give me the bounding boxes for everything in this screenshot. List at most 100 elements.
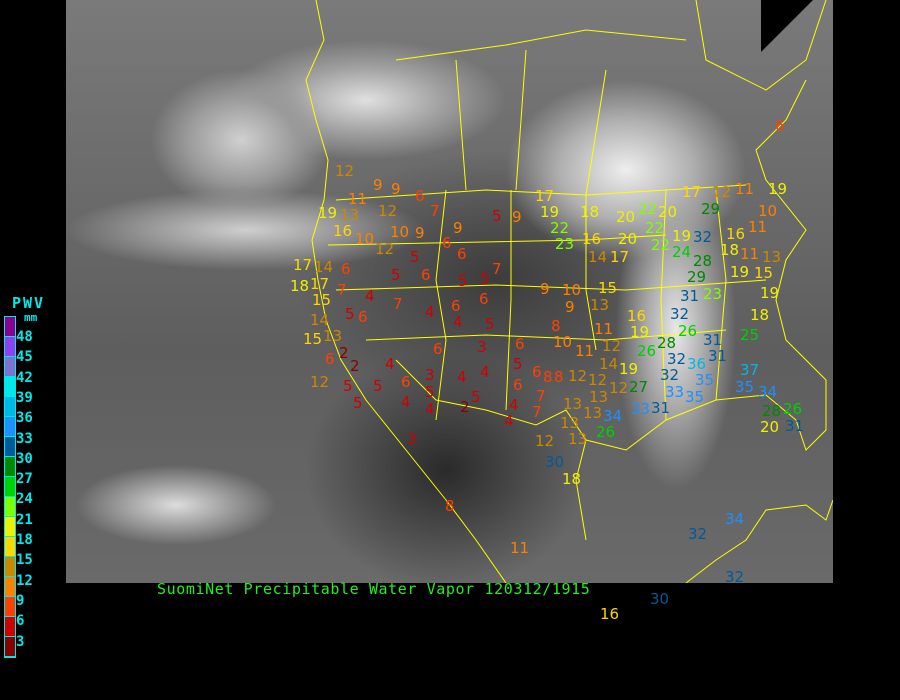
station-pwv-value: 15 — [754, 264, 774, 282]
station-pwv-value: 32 — [660, 366, 680, 384]
station-pwv-value: 5 — [480, 270, 490, 288]
legend-label: 9 — [16, 592, 25, 609]
legend-label: 3 — [16, 633, 25, 650]
station-pwv-value: 19 — [630, 323, 650, 341]
station-pwv-value: 22 — [638, 200, 658, 218]
legend-label: 39 — [16, 389, 33, 406]
station-pwv-value: 5 — [343, 377, 353, 395]
map-title: SuomiNet Precipitable Water Vapor 120312… — [157, 580, 591, 598]
border-line — [335, 279, 767, 291]
station-pwv-value: 6 — [341, 260, 351, 278]
station-pwv-value: 35 — [685, 388, 705, 406]
legend-color-bar — [4, 316, 16, 658]
station-pwv-value: 35 — [695, 371, 715, 389]
station-pwv-value: 26 — [783, 400, 803, 418]
legend-swatch — [5, 397, 15, 417]
station-pwv-value: 12 — [568, 367, 588, 385]
station-pwv-value: 26 — [596, 423, 616, 441]
station-pwv-value: 29 — [701, 200, 721, 218]
station-pwv-value: 11 — [510, 539, 530, 557]
station-pwv-value: 22 — [651, 236, 671, 254]
station-pwv-value: 7 — [430, 202, 440, 220]
map-borders — [305, 0, 833, 583]
legend-swatch — [5, 577, 15, 597]
legend-label: 48 — [16, 329, 33, 345]
station-pwv-value: 4 — [480, 363, 490, 381]
station-pwv-value: 19 — [760, 284, 780, 302]
station-pwv-value: 13 — [762, 248, 782, 266]
station-pwv-value: 9 — [453, 219, 463, 237]
station-pwv-value: 32 — [670, 305, 690, 323]
station-pwv-value: 19 — [730, 263, 750, 281]
station-pwv-value: 13 — [589, 388, 609, 406]
station-pwv-value: 6 — [451, 297, 461, 315]
border-line — [365, 329, 727, 341]
border-line — [585, 195, 597, 351]
station-pwv-value: 31 — [680, 287, 700, 305]
station-pwv-value: 30 — [650, 590, 670, 608]
border-line — [505, 190, 512, 411]
station-pwv-value: 23 — [555, 235, 575, 253]
legend-swatch — [5, 357, 15, 377]
station-pwv-value: 17 — [682, 183, 702, 201]
station-pwv-value: 12 — [378, 202, 398, 220]
station-pwv-value: 6 — [415, 187, 425, 205]
border-line — [395, 359, 587, 541]
station-pwv-value: 9 — [512, 208, 522, 226]
station-pwv-value: 9 — [391, 180, 401, 198]
legend-swatch — [5, 597, 15, 617]
station-pwv-value: 6 — [775, 117, 785, 135]
legend-label: 24 — [16, 491, 33, 508]
station-pwv-value: 8 — [445, 497, 455, 515]
station-pwv-value: 18 — [290, 277, 310, 295]
station-pwv-value: 13 — [323, 327, 343, 345]
station-pwv-value: 2 — [339, 344, 349, 362]
station-pwv-value: 31 — [703, 331, 723, 349]
station-pwv-value: 29 — [687, 268, 707, 286]
station-pwv-value: 5 — [353, 394, 363, 412]
legend-label: 45 — [16, 349, 33, 366]
legend-swatch — [5, 457, 15, 477]
station-pwv-value: 16 — [333, 222, 353, 240]
legend-swatch — [5, 617, 15, 637]
station-pwv-value: 33 — [665, 383, 685, 401]
legend-swatch — [5, 477, 15, 497]
station-pwv-value: 27 — [629, 378, 649, 396]
border-line — [715, 189, 727, 401]
station-pwv-value: 6 — [433, 340, 443, 358]
legend-label: 30 — [16, 450, 33, 467]
station-pwv-value: 14 — [310, 311, 330, 329]
station-pwv-value: 13 — [568, 430, 588, 448]
station-pwv-value: 5 — [458, 272, 468, 290]
station-pwv-value: 7 — [337, 281, 347, 299]
station-pwv-value: 6 — [515, 335, 525, 353]
station-pwv-value: 22 — [550, 219, 570, 237]
station-pwv-value: 7 — [393, 295, 403, 313]
station-pwv-value: 2 — [460, 398, 470, 416]
station-pwv-value: 5 — [425, 383, 435, 401]
border-line — [585, 69, 607, 196]
station-pwv-value: 20 — [658, 203, 678, 221]
station-pwv-value: 24 — [672, 243, 692, 261]
legend-swatch — [5, 497, 15, 517]
station-pwv-value: 11 — [740, 245, 760, 263]
station-pwv-value: 5 — [391, 266, 401, 284]
border-line — [515, 49, 527, 191]
station-pwv-value: 9 — [565, 298, 575, 316]
border-line — [660, 189, 667, 421]
station-pwv-value: 3 — [477, 338, 487, 356]
station-pwv-value: 10 — [390, 223, 410, 241]
border-line — [455, 59, 467, 191]
station-pwv-value: 31 — [651, 399, 671, 417]
station-pwv-value: 4 — [385, 355, 395, 373]
station-pwv-value: 14 — [314, 258, 334, 276]
legend-swatch — [5, 317, 15, 337]
station-pwv-value: 8 — [554, 368, 564, 386]
station-pwv-value: 12 — [609, 379, 629, 397]
station-pwv-value: 9 — [373, 176, 383, 194]
station-pwv-value: 4 — [401, 393, 411, 411]
station-pwv-value: 17 — [293, 256, 313, 274]
station-pwv-value: 13 — [563, 395, 583, 413]
station-pwv-value: 36 — [687, 355, 707, 373]
station-pwv-value: 6 — [401, 373, 411, 391]
